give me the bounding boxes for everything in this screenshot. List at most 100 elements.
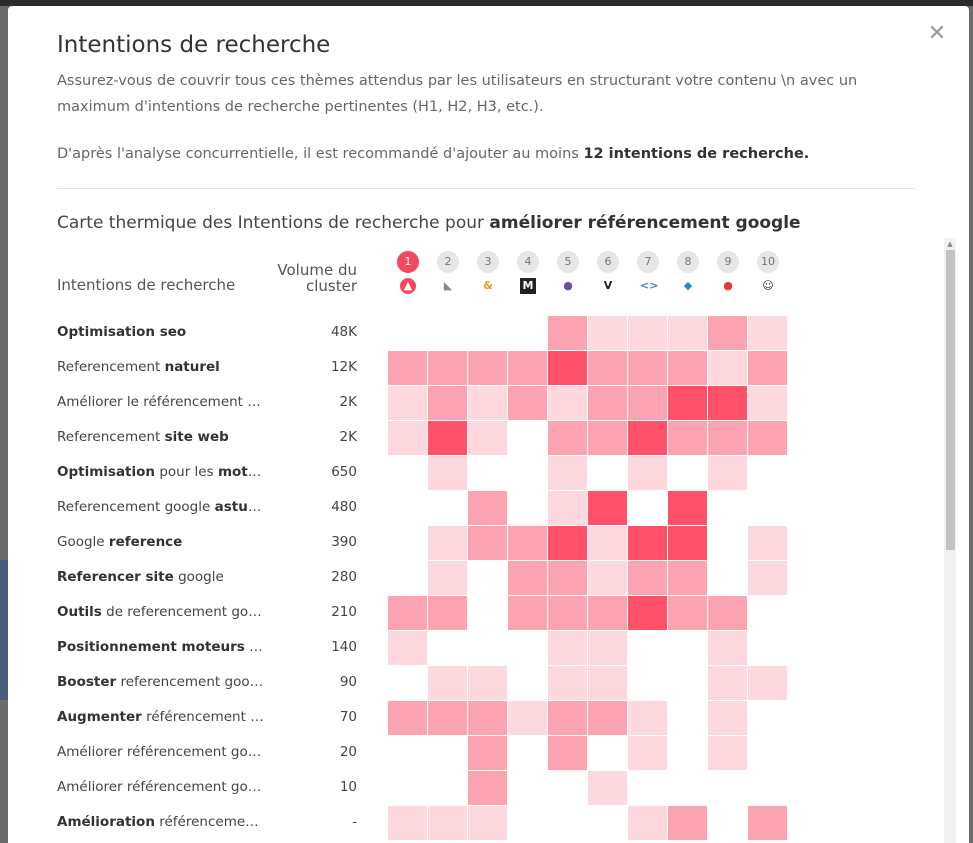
pepper-logo-icon: ● [723,279,733,292]
heatmap-cell [708,806,747,840]
heatmap-cell [468,561,507,595]
heatmap-cell [548,771,587,805]
heatmap-cell [748,666,787,700]
heatmap-cell [668,561,707,595]
close-icon[interactable]: ✕ [927,21,947,46]
competitor-header-5[interactable]: 5 ● [548,250,588,294]
heatmap-cell [748,806,787,840]
column-header-intents: Intentions de recherche [57,276,236,294]
heatmap-cell [468,701,507,735]
heatmap-cell [668,771,707,805]
heatmap-cell [748,596,787,630]
heatmap-cell [628,526,667,560]
heatmap-cell [548,666,587,700]
heatmap-cell [508,526,547,560]
intent-label: Amélioration référencement … [57,814,267,830]
heatmap-cell [708,456,747,490]
heatmap-cell [588,456,627,490]
heatmap-cell [588,701,627,735]
scroll-up-arrow-icon[interactable]: ▲ [947,240,953,248]
heatmap-cell [748,736,787,770]
heatmap-cell [748,421,787,455]
heatmap-cell [508,456,547,490]
heatmap-cell [468,316,507,350]
heatmap-cell [508,491,547,525]
heatmap-cell [668,526,707,560]
heatmap-cell [468,666,507,700]
heatmap-cell [388,456,427,490]
intent-volume: 70 [339,709,357,725]
heatmap-cell [628,421,667,455]
background-app-accent [0,560,8,700]
competitor-number-badge[interactable]: 3 [477,251,499,273]
heatmap-cell [548,491,587,525]
competitor-header-3[interactable]: 3 & [468,250,508,294]
intent-label: Améliorer référencement goo… [57,744,267,760]
heatmap-cell [668,316,707,350]
background-app-topbar [0,0,973,6]
heatmap-cell [628,351,667,385]
heatmap-cell [428,316,467,350]
competitor-number-badge[interactable]: 7 [637,251,659,273]
heatmap-cell [388,561,427,595]
heatmap-keyword: améliorer référencement google [489,213,801,233]
heatmap-cell [388,316,427,350]
heatmap-cell [668,736,707,770]
competitor-number-badge[interactable]: 2 [437,251,459,273]
intent-label: Referencement site web [57,429,229,445]
heatmap-cell [668,806,707,840]
heatmap-cell [548,736,587,770]
intent-volume: 2K [339,429,357,445]
heatmap-cell [548,631,587,665]
intent-volume: 140 [331,639,357,655]
heatmap-cell [508,771,547,805]
heatmap-cell [548,526,587,560]
intent-label: Améliorer référencement goo… [57,779,267,795]
modal-description: Assurez-vous de couvrir tous ces thèmes … [57,73,858,115]
intent-volume: 20 [339,744,357,760]
intent-volume: 12K [330,359,357,375]
competitor-number-badge[interactable]: 4 [517,251,539,273]
heatmap-cell [548,421,587,455]
competitor-number-badge[interactable]: 5 [557,251,579,273]
column-header-volume-line2: cluster [305,277,357,295]
heatmap-cell [588,421,627,455]
heatmap-cell [628,701,667,735]
heatmap-cell [668,351,707,385]
heatmap-cell [428,701,467,735]
competitor-header-1[interactable]: 1 ▲ [388,250,428,294]
heatmap-cell [468,771,507,805]
intent-volume: 10 [339,779,357,795]
heatmap-cell [428,526,467,560]
competitor-number-badge[interactable]: 6 [597,251,619,273]
competitor-header-2[interactable]: 2 ◣ [428,250,468,294]
ampersand-logo-icon: & [483,279,493,292]
heatmap-cell [468,491,507,525]
heatmap-cell [388,701,427,735]
competitor-header-7[interactable]: 7 <> [628,250,668,294]
scrollbar-thumb[interactable] [946,250,955,550]
competitor-header-8[interactable]: 8 ◆ [668,250,708,294]
competitor-header-10[interactable]: 10 ☺ [748,250,788,294]
competitor-number-badge[interactable]: 10 [757,251,779,273]
competitor-number-badge[interactable]: 9 [717,251,739,273]
competitor-number-badge[interactable]: 8 [677,251,699,273]
heatmap-cell [588,351,627,385]
smiley-logo-icon: ☺ [762,279,774,292]
heatmap-cell [428,421,467,455]
triangle-logo-icon: ▲ [400,278,416,294]
competitor-number-badge[interactable]: 1 [397,251,419,273]
heatmap-cell [588,491,627,525]
heatmap-cell [708,771,747,805]
heatmap-cell [628,561,667,595]
heatmap-cell [708,351,747,385]
leaf-logo-icon: ◣ [443,279,453,292]
heatmap-cell [628,456,667,490]
competitor-header-9[interactable]: 9 ● [708,250,748,294]
heatmap-cell [628,666,667,700]
heatmap-cell [428,736,467,770]
column-header-volume: Volume du cluster [257,262,357,294]
heatmap-cell [428,631,467,665]
